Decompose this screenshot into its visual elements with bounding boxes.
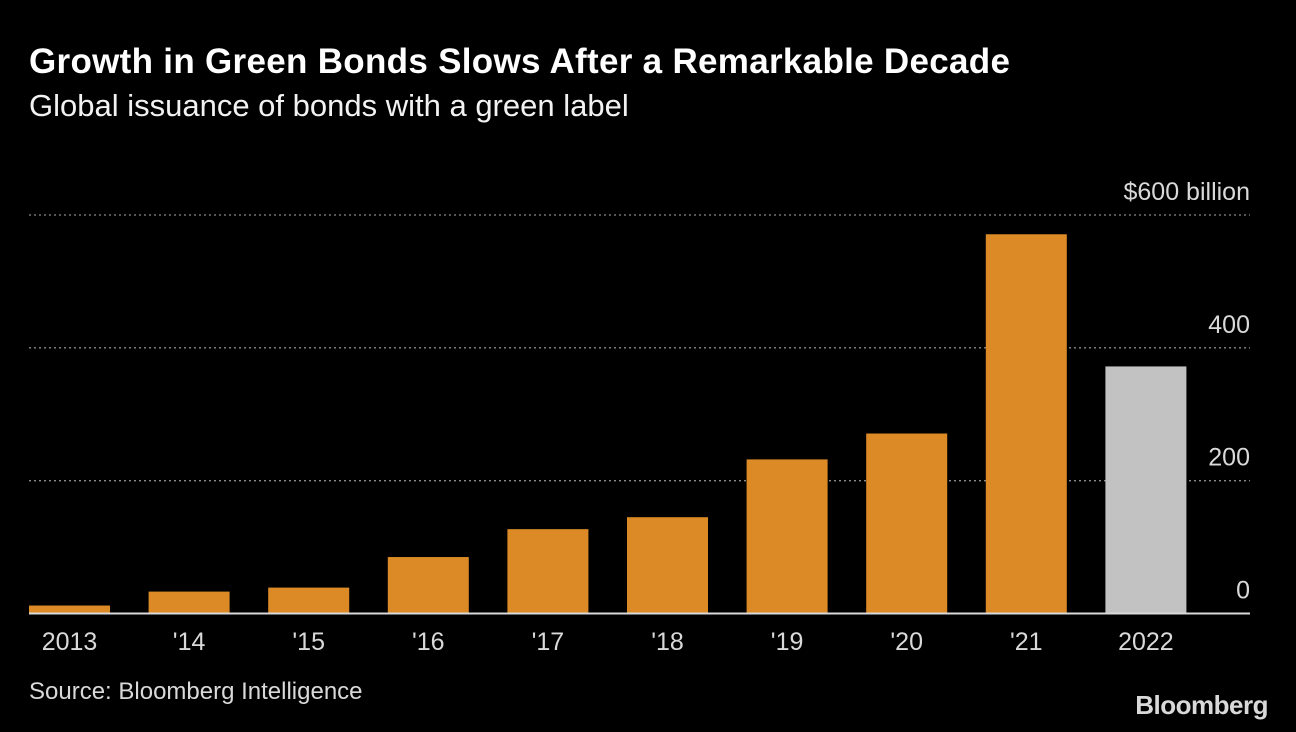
bar [627,517,708,614]
y-tick-label: 200 [1208,444,1250,472]
bar [507,529,589,614]
x-tick-label: 2013 [42,628,98,656]
y-tick-label: $600 billion [1124,178,1251,206]
bar [268,587,350,614]
x-tick-label: '17 [532,628,565,656]
chart-subtitle: Global issuance of bonds with a green la… [29,88,629,123]
x-tick-label: '19 [771,628,804,656]
bar [148,591,230,614]
y-tick-label: 400 [1208,311,1250,339]
x-tick-label: '15 [292,628,325,656]
y-tick-label: 0 [1236,577,1250,605]
bar [1105,366,1187,614]
source-note: Source: Bloomberg Intelligence [29,678,363,705]
bar [29,605,110,614]
x-tick-label: '14 [173,628,206,656]
bloomberg-logo: Bloomberg [1135,690,1268,720]
x-tick-label: '21 [1010,628,1043,656]
bar [746,459,828,614]
chart-title: Growth in Green Bonds Slows After a Rema… [29,42,1011,81]
x-tick-label: '20 [890,628,923,656]
x-tick-label: '18 [651,628,684,656]
bar [387,557,469,614]
x-tick-label: '16 [412,628,445,656]
bar [985,234,1067,614]
bar [866,433,948,614]
x-tick-label: 2022 [1118,628,1174,656]
